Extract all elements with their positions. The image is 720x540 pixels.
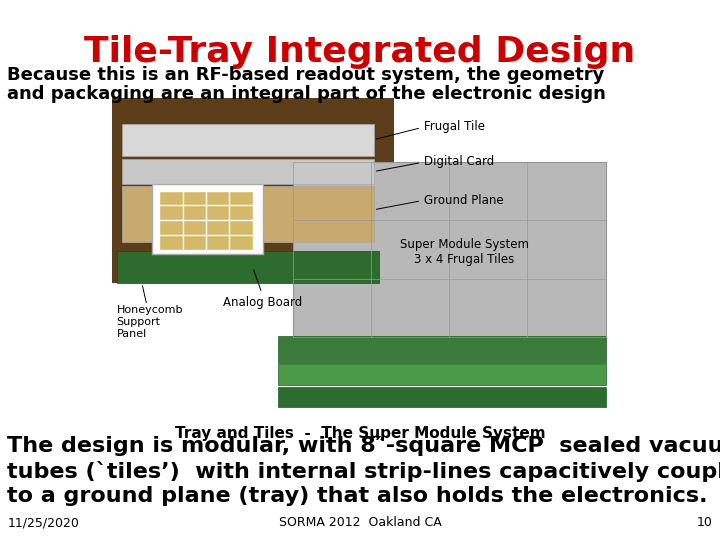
Text: 11/25/2020: 11/25/2020 [7, 516, 79, 529]
FancyBboxPatch shape [117, 251, 379, 283]
FancyBboxPatch shape [152, 184, 263, 254]
FancyBboxPatch shape [278, 387, 606, 407]
Text: Honeycomb
Support
Panel: Honeycomb Support Panel [117, 306, 183, 339]
FancyBboxPatch shape [278, 336, 606, 363]
FancyBboxPatch shape [112, 98, 394, 283]
FancyBboxPatch shape [160, 191, 253, 249]
FancyBboxPatch shape [278, 364, 606, 385]
FancyBboxPatch shape [293, 162, 606, 337]
Text: Tile-Tray Integrated Design: Tile-Tray Integrated Design [84, 35, 636, 69]
Text: SORMA 2012  Oakland CA: SORMA 2012 Oakland CA [279, 516, 441, 529]
FancyBboxPatch shape [122, 159, 374, 184]
Text: Super Module System
3 x 4 Frugal Tiles: Super Module System 3 x 4 Frugal Tiles [400, 239, 529, 266]
Text: Ground Plane: Ground Plane [377, 194, 504, 210]
Text: The design is modular, with 8″-square MCP  sealed vacuum: The design is modular, with 8″-square MC… [7, 436, 720, 456]
Text: Because this is an RF-based readout system, the geometry: Because this is an RF-based readout syst… [7, 66, 605, 84]
Text: and packaging are an integral part of the electronic design: and packaging are an integral part of th… [7, 85, 606, 103]
Text: Frugal Tile: Frugal Tile [377, 120, 485, 139]
Text: 10: 10 [697, 516, 713, 529]
Text: Tray and Tiles  -  The Super Module System: Tray and Tiles - The Super Module System [175, 426, 545, 441]
Text: Analog Board: Analog Board [223, 270, 302, 309]
Text: tubes (`tiles’)  with internal strip-lines capacitively coupled: tubes (`tiles’) with internal strip-line… [7, 461, 720, 482]
FancyBboxPatch shape [122, 124, 374, 156]
Text: to a ground plane (tray) that also holds the electronics.: to a ground plane (tray) that also holds… [7, 486, 708, 506]
FancyBboxPatch shape [122, 186, 374, 241]
Text: Digital Card: Digital Card [377, 156, 495, 171]
